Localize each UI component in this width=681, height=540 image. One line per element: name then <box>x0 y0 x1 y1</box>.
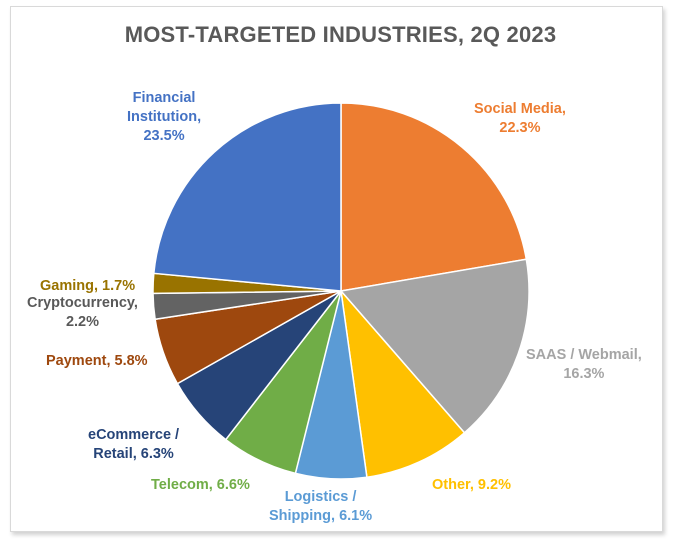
slice-label-gaming: Gaming, 1.7% <box>40 277 135 296</box>
slice-label-line: Logistics / <box>284 489 357 505</box>
slice-label-line: Other, 9.2% <box>432 477 511 493</box>
slice-label-line: 16.3% <box>563 366 605 382</box>
slice-label-line: Financial <box>132 90 196 106</box>
slice-label-line: eCommerce / <box>88 427 180 443</box>
slice-label-line: Cryptocurrency, <box>27 295 138 311</box>
slice-label-line: Shipping, 6.1% <box>269 508 373 524</box>
slice-label-financial-institution: Financial Institution, 23.5% <box>127 89 201 146</box>
pie-slice-financial-institution <box>153 102 342 292</box>
slice-label-line: Social Media, <box>474 101 566 117</box>
slice-label-saas-webmail: SAAS / Webmail, 16.3% <box>526 346 642 384</box>
slice-label-line: 2.2% <box>65 314 99 330</box>
slice-label-line: Telecom, 6.6% <box>151 477 250 493</box>
slice-label-payment: Payment, 5.8% <box>46 352 148 371</box>
slice-label-social-media: Social Media, 22.3% <box>474 100 566 138</box>
chart-title: MOST-TARGETED INDUSTRIES, 2Q 2023 <box>124 22 557 47</box>
slice-label-ecommerce-retail: eCommerce / Retail, 6.3% <box>88 426 179 464</box>
slice-label-line: Institution, <box>127 109 202 125</box>
slice-label-line: SAAS / Webmail, <box>526 347 642 363</box>
pie-slice-social-media <box>340 102 528 292</box>
pie-slice-other <box>339 288 466 479</box>
slice-label-other: Other, 9.2% <box>432 476 511 495</box>
slice-label-cryptocurrency: Cryptocurrency, 2.2% <box>27 294 138 332</box>
slice-label-line: Retail, 6.3% <box>93 446 174 462</box>
slice-label-line: 23.5% <box>143 128 185 144</box>
slice-label-telecom: Telecom, 6.6% <box>151 476 250 495</box>
slice-label-line: Payment, 5.8% <box>46 353 148 369</box>
pie-slice-saas-webmail <box>339 258 530 434</box>
slice-label-logistics-shipping: Logistics / Shipping, 6.1% <box>269 488 372 526</box>
slice-label-line: Gaming, 1.7% <box>40 278 136 294</box>
slice-label-line: 22.3% <box>499 120 541 136</box>
